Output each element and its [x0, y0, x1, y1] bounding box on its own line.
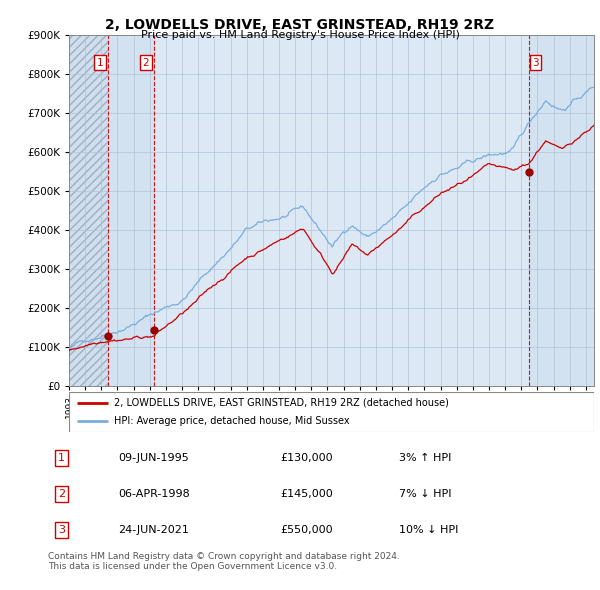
Text: 3: 3 [58, 525, 65, 535]
Text: £130,000: £130,000 [280, 453, 333, 463]
Text: 24-JUN-2021: 24-JUN-2021 [118, 525, 189, 535]
Text: £550,000: £550,000 [280, 525, 333, 535]
Text: Price paid vs. HM Land Registry's House Price Index (HPI): Price paid vs. HM Land Registry's House … [140, 30, 460, 40]
Text: 2, LOWDELLS DRIVE, EAST GRINSTEAD, RH19 2RZ: 2, LOWDELLS DRIVE, EAST GRINSTEAD, RH19 … [106, 18, 494, 32]
Text: 2: 2 [58, 489, 65, 499]
Text: 09-JUN-1995: 09-JUN-1995 [118, 453, 189, 463]
Text: 7% ↓ HPI: 7% ↓ HPI [399, 489, 452, 499]
Text: 10% ↓ HPI: 10% ↓ HPI [399, 525, 458, 535]
Text: HPI: Average price, detached house, Mid Sussex: HPI: Average price, detached house, Mid … [113, 416, 349, 426]
Text: 2, LOWDELLS DRIVE, EAST GRINSTEAD, RH19 2RZ (detached house): 2, LOWDELLS DRIVE, EAST GRINSTEAD, RH19 … [113, 398, 449, 408]
Text: 1: 1 [58, 453, 65, 463]
Text: 1: 1 [97, 58, 104, 68]
FancyBboxPatch shape [69, 392, 594, 432]
Bar [69, 35, 109, 386]
Bar [529, 35, 594, 386]
Text: £145,000: £145,000 [280, 489, 333, 499]
Bar [109, 35, 154, 386]
Bar [69, 35, 109, 386]
Text: 06-APR-1998: 06-APR-1998 [118, 489, 190, 499]
Text: 3: 3 [532, 58, 539, 68]
Text: 3% ↑ HPI: 3% ↑ HPI [399, 453, 451, 463]
Text: 2: 2 [143, 58, 149, 68]
Bar [69, 35, 109, 386]
Text: Contains HM Land Registry data © Crown copyright and database right 2024.
This d: Contains HM Land Registry data © Crown c… [48, 552, 400, 571]
